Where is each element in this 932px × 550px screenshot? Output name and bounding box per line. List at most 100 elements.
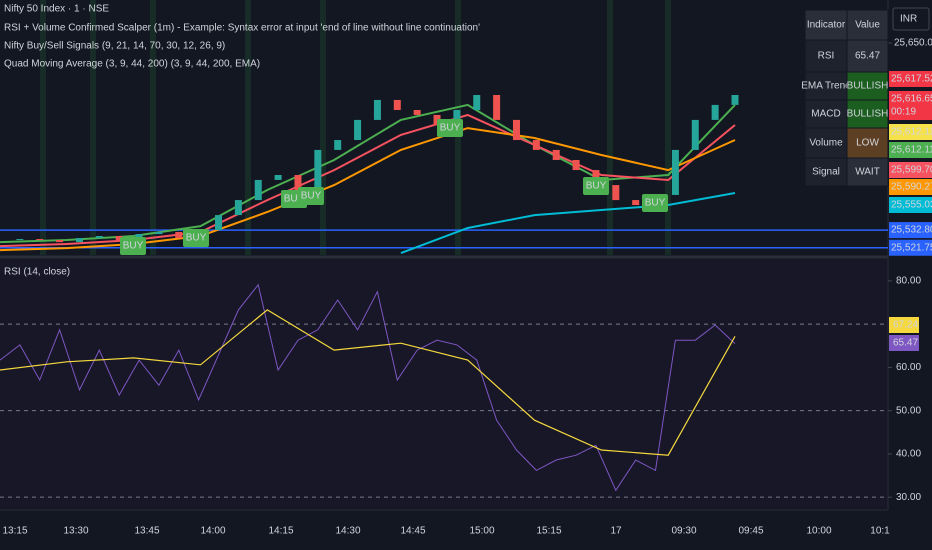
table-cell-text: LOW xyxy=(856,138,879,149)
price-badge xyxy=(889,197,932,213)
indicator-legend: RSI + Volume Confirmed Scalper (1m) - Ex… xyxy=(4,23,480,34)
rsi-line xyxy=(0,283,736,492)
table-cell xyxy=(804,39,848,73)
x-tick-label: 14:00 xyxy=(200,526,225,537)
candle xyxy=(95,235,103,239)
rsi-badge xyxy=(889,317,919,333)
x-tick-label: 13:45 xyxy=(134,526,159,537)
price-badge-label: 00:19 xyxy=(891,107,916,118)
symbol-title: Nifty 50 Index · 1 · NSE xyxy=(4,4,109,15)
x-tick-label: 15:00 xyxy=(469,526,494,537)
candle xyxy=(56,239,64,243)
candle xyxy=(413,110,421,115)
price-badge-label: 25,612.11 xyxy=(891,145,932,156)
level-badge-label: 25,532.80 xyxy=(891,225,932,236)
candle xyxy=(234,200,242,216)
table-cell-text: MACD xyxy=(811,109,840,120)
rsi-pane-background xyxy=(0,258,888,508)
candle xyxy=(612,185,620,201)
table-cell xyxy=(804,157,848,187)
level-badge xyxy=(889,239,932,256)
price-badge xyxy=(889,162,932,178)
table-cell-text: BULLISH xyxy=(847,81,889,92)
indicator-legend: Nifty Buy/Sell Signals (9, 21, 14, 70, 3… xyxy=(4,41,225,52)
buy-signal-label: BUY xyxy=(186,233,207,244)
candle xyxy=(532,140,540,150)
table-header: Value xyxy=(855,20,880,31)
y-tick-label: 30.00 xyxy=(896,492,921,503)
table-cell xyxy=(846,39,889,73)
x-tick-label: 09:45 xyxy=(738,526,763,537)
candle xyxy=(334,140,342,150)
x-tick-label: 13:15 xyxy=(2,526,27,537)
candle xyxy=(393,99,401,111)
y-tick-label: 60.00 xyxy=(896,362,921,373)
buy-signal xyxy=(120,237,146,255)
price-badge-label: 25,617.52 xyxy=(891,74,932,85)
table-cell-text: Volume xyxy=(809,138,843,149)
table-header-cell xyxy=(804,9,848,41)
table-cell-text: WAIT xyxy=(855,167,880,178)
rsi-badge-label: 67.24 xyxy=(893,320,918,331)
table-header: Indicator xyxy=(807,20,846,31)
y-tick-label: 25,650.00 xyxy=(894,38,932,49)
x-tick-label: 14:15 xyxy=(268,526,293,537)
candle xyxy=(215,215,223,231)
price-badge xyxy=(889,91,932,107)
candle xyxy=(711,104,719,120)
candle xyxy=(16,239,24,241)
candle xyxy=(36,239,44,241)
x-tick-label: 13:30 xyxy=(63,526,88,537)
price-badge-label: 25,616.65 xyxy=(891,94,932,105)
level-badge xyxy=(889,222,932,239)
buy-signal-label: BUY xyxy=(284,194,305,205)
candle xyxy=(354,119,362,141)
buy-signal-label: BUY xyxy=(123,241,144,252)
candle xyxy=(175,232,183,239)
price-badge-label: 25,555.03 xyxy=(891,200,932,211)
x-tick-label: 15:15 xyxy=(536,526,561,537)
rsi-badge-label: 65.47 xyxy=(893,338,918,349)
currency-box[interactable] xyxy=(892,7,930,31)
y-tick-label: 40.00 xyxy=(896,449,921,460)
rsi-badge xyxy=(889,335,919,351)
table-cell-text: RSI xyxy=(818,51,835,62)
candle xyxy=(254,179,262,201)
table-cell-text: EMA Trend xyxy=(801,81,850,92)
candle xyxy=(691,119,699,150)
buy-signal-label: BUY xyxy=(440,123,461,134)
y-tick-label: 80.00 xyxy=(896,276,921,287)
table-cell-text: Signal xyxy=(812,167,840,178)
candle xyxy=(493,95,501,120)
candle xyxy=(572,159,580,171)
x-tick-label: 09:30 xyxy=(671,526,696,537)
buy-signal xyxy=(437,119,463,137)
table-cell xyxy=(846,127,889,159)
x-tick-label: 10:00 xyxy=(806,526,831,537)
x-tick-label: 14:30 xyxy=(335,526,360,537)
price-badge xyxy=(889,124,932,140)
currency: INR xyxy=(900,14,917,25)
price-badge xyxy=(889,179,932,195)
indicator-legend: Quad Moving Average (3, 9, 44, 200) (3, … xyxy=(4,59,260,70)
buy-signal-label: BUY xyxy=(301,191,322,202)
candle xyxy=(75,238,83,243)
buy-signal xyxy=(183,229,209,247)
table-header-cell xyxy=(846,9,889,41)
candle xyxy=(274,175,282,180)
buy-signal xyxy=(642,194,668,212)
candle xyxy=(731,95,739,105)
moving-average-line xyxy=(400,192,736,255)
candle xyxy=(294,175,302,191)
price-badge xyxy=(889,142,932,158)
x-tick-label: 14:45 xyxy=(400,526,425,537)
level-badge-label: 25,521.75 xyxy=(891,242,932,253)
rsi-title: RSI (14, close) xyxy=(4,267,70,278)
candle xyxy=(473,95,481,111)
candle xyxy=(433,114,441,126)
candle xyxy=(552,149,560,160)
buy-signal-label: BUY xyxy=(645,198,666,209)
table-cell-text: BULLISH xyxy=(847,109,889,120)
